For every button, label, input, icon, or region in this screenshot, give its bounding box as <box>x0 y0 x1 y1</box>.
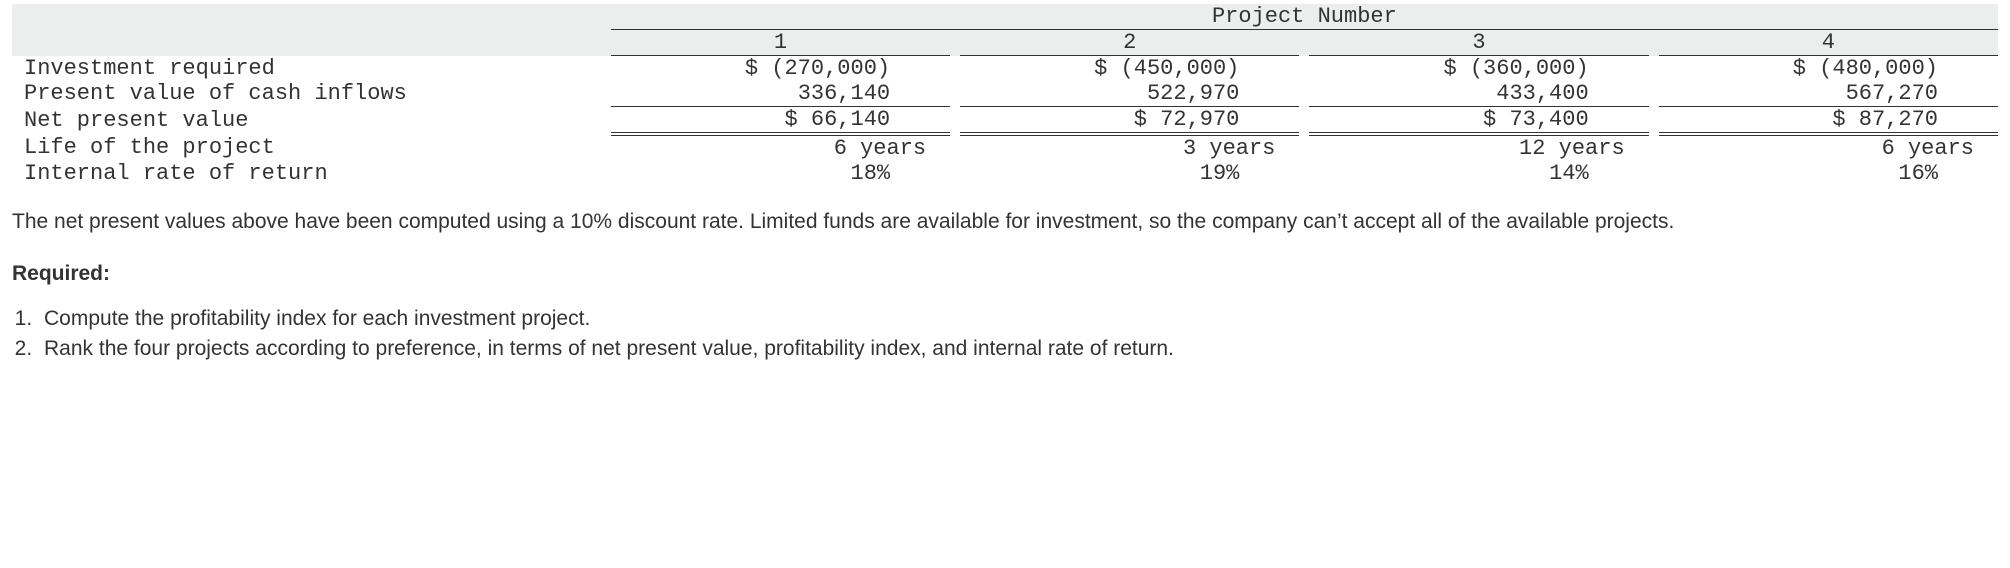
cell-pv-2: 522,970 <box>960 81 1299 107</box>
cell-irr-3: 14% <box>1309 161 1648 186</box>
cell-investment-1: $ (270,000) <box>611 56 950 82</box>
cell-investment-3: $ (360,000) <box>1309 56 1648 82</box>
cell-irr-4: 16% <box>1659 161 1998 186</box>
row-label: Investment required <box>12 56 611 82</box>
col-header-3: 3 <box>1309 30 1648 56</box>
requirement-item-1: Compute the profitability index for each… <box>38 304 1998 333</box>
cell-life-2: 3 years <box>960 134 1299 161</box>
spanning-header: Project Number <box>611 4 1998 30</box>
explanatory-paragraph: The net present values above have been c… <box>12 208 1998 236</box>
col-header-1: 1 <box>611 30 950 56</box>
table-spanning-header-row: Project Number <box>12 4 1998 30</box>
cell-npv-1: $ 66,140 <box>611 107 950 135</box>
row-label: Present value of cash inflows <box>12 81 611 107</box>
project-data-table: Project Number 1 2 3 4 Investment requir… <box>12 4 1998 186</box>
cell-npv-4: $ 87,270 <box>1659 107 1998 135</box>
cell-pv-1: 336,140 <box>611 81 950 107</box>
row-label: Internal rate of return <box>12 161 611 186</box>
row-life: Life of the project 6 years 3 years 12 y… <box>12 134 1998 161</box>
cell-irr-1: 18% <box>611 161 950 186</box>
blank-cell <box>12 30 611 56</box>
row-pv-inflows: Present value of cash inflows 336,140 52… <box>12 81 1998 107</box>
cell-pv-4: 567,270 <box>1659 81 1998 107</box>
cell-life-4: 6 years <box>1659 134 1998 161</box>
cell-life-3: 12 years <box>1309 134 1648 161</box>
row-npv: Net present value $ 66,140 $ 72,970 $ 73… <box>12 107 1998 135</box>
cell-pv-3: 433,400 <box>1309 81 1648 107</box>
cell-irr-2: 19% <box>960 161 1299 186</box>
col-header-2: 2 <box>960 30 1299 56</box>
row-irr: Internal rate of return 18% 19% 14% 16% <box>12 161 1998 186</box>
cell-npv-2: $ 72,970 <box>960 107 1299 135</box>
requirement-item-2: Rank the four projects according to pref… <box>38 334 1998 363</box>
required-heading: Required: <box>12 262 1998 286</box>
row-investment: Investment required $ (270,000) $ (450,0… <box>12 56 1998 82</box>
col-header-4: 4 <box>1659 30 1998 56</box>
cell-npv-3: $ 73,400 <box>1309 107 1648 135</box>
blank-cell <box>12 4 611 30</box>
cell-investment-4: $ (480,000) <box>1659 56 1998 82</box>
table-column-header-row: 1 2 3 4 <box>12 30 1998 56</box>
row-label: Net present value <box>12 107 611 135</box>
cell-life-1: 6 years <box>611 134 950 161</box>
cell-investment-2: $ (450,000) <box>960 56 1299 82</box>
row-label: Life of the project <box>12 134 611 161</box>
requirements-list: Compute the profitability index for each… <box>38 304 1998 363</box>
